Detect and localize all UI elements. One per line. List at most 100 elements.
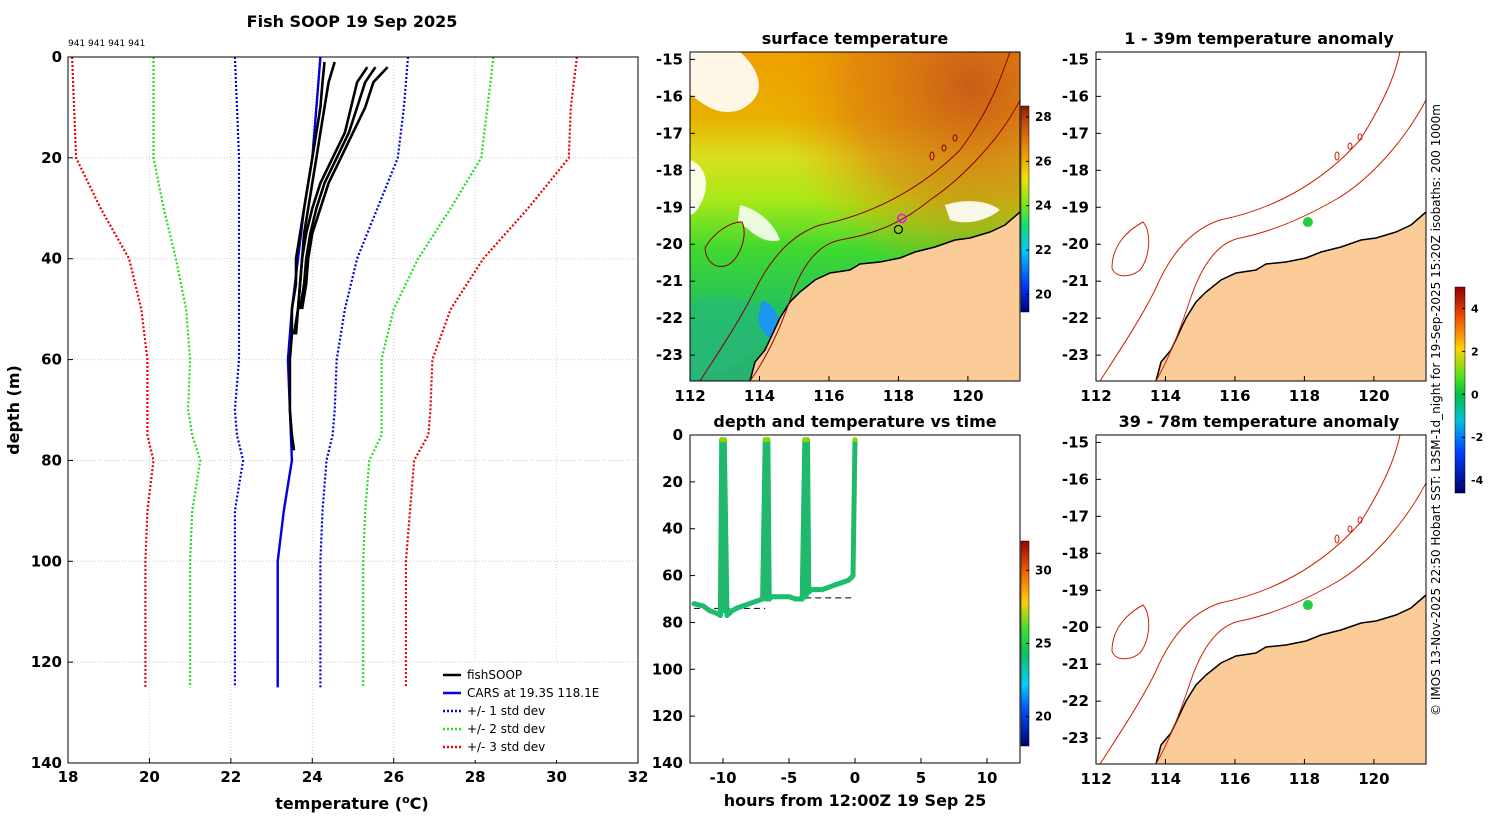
profile-series--3-std-dev-5 (404, 56, 578, 688)
degree-sup: o (402, 793, 410, 806)
map-ytick-label: -22 (1062, 692, 1089, 710)
profile-series-fishsoop-11 (300, 66, 389, 310)
sst-cloud-w (690, 160, 707, 215)
anomaly-upper-shoal-2 (1347, 142, 1353, 150)
profile-title: Fish SOOP 19 Sep 2025 (247, 12, 458, 31)
map-ytick-label: -23 (1062, 346, 1089, 364)
timeseries-point (803, 594, 809, 600)
anomaly-lower-coastline (1155, 594, 1427, 765)
anomaly-colorbar-group: 4 2 0 -2 -4 (1454, 286, 1484, 494)
map-xtick-label: 114 (1150, 387, 1181, 405)
colorbar-tick-label: 2 (1471, 345, 1479, 358)
anomaly-lower-land (1156, 595, 1426, 764)
profile-ytick-label: 120 (31, 653, 62, 671)
timeseries-xtick-label: 0 (850, 769, 860, 787)
profile-xtick-label: 24 (302, 768, 323, 786)
anomaly-upper-shoal-1 (1334, 151, 1340, 161)
profile-series (71, 56, 578, 688)
map-ytick-label: -15 (1062, 50, 1089, 68)
map-xtick-label: 112 (674, 387, 705, 405)
profile-series--2-std-dev-4 (152, 57, 202, 688)
timeseries-track (691, 437, 858, 619)
map-ytick-label: -20 (656, 235, 683, 253)
anomaly-lower-ticks: 112 114 116 118 120 -15 -16 -17 -18 -19 -20 -21 -22 -… (1062, 433, 1390, 788)
profile-ytick-label: 60 (41, 351, 62, 369)
anomaly-upper-isobath-1000 (1099, 51, 1401, 382)
map-ytick-label: -15 (1062, 433, 1089, 451)
anomaly-lower-panel: 39 - 78m temperature anomaly 112 114 116 11… (1062, 412, 1427, 788)
anomaly-lower-isobath-1000 (1099, 434, 1401, 765)
timeseries-xtick-label: 10 (977, 769, 998, 787)
profile-ytick-label: 40 (41, 250, 62, 268)
legend-1std-label: +/- 1 std dev (467, 704, 545, 718)
credit-text: © IMOS 13-Nov-2025 22:50 Hobart SST: L3S… (1429, 104, 1443, 716)
timeseries-ytick-label: 60 (662, 567, 683, 585)
sst-cool-sw (690, 296, 780, 381)
map-xtick-label: 116 (813, 387, 844, 405)
timeseries-colorbar-ticks: 20 25 30 (1026, 563, 1052, 724)
anomaly-upper-isobath-200 (1155, 99, 1427, 382)
sst-axes-box (689, 51, 1021, 382)
anomaly-upper-coastline (1155, 211, 1427, 382)
profile-series--3-std-dev-6 (71, 56, 155, 688)
profile-series-fishsoop-10 (298, 66, 377, 310)
timeseries-point (804, 437, 811, 443)
timeseries-ytick-label: 0 (673, 426, 683, 444)
profile-xtick-label: 22 (220, 768, 241, 786)
map-ytick-label: -17 (1062, 124, 1089, 142)
map-xtick-label: 114 (1150, 770, 1181, 788)
timeseries-ytick-label: 20 (662, 473, 683, 491)
legend-cars-label: CARS at 19.3S 118.1E (467, 686, 599, 700)
profile-xtick-label: 18 (58, 768, 79, 786)
map-ytick-label: -20 (1062, 618, 1089, 636)
timeseries-point (753, 598, 759, 604)
map-xtick-label: 118 (1289, 387, 1320, 405)
timeseries-point (850, 573, 856, 579)
sst-shoal-contour-3 (952, 134, 958, 142)
map-ytick-label: -22 (656, 309, 683, 327)
profile-ytick-label: 140 (31, 754, 62, 772)
map-ytick-label: -21 (1062, 655, 1089, 673)
sst-title: surface temperature (762, 29, 949, 48)
map-ytick-label: -16 (656, 87, 683, 105)
timeseries-point (839, 580, 845, 586)
sst-cloud-nw (690, 52, 759, 113)
timeseries-point (826, 584, 832, 590)
xlabel-tail: C) (410, 794, 429, 813)
timeseries-panel: depth and temperature vs time -10 -5 0 5 100… (652, 412, 1052, 810)
timeseries-point (707, 608, 713, 614)
map-ytick-label: -21 (656, 272, 683, 290)
anomaly-upper-ticks: 112 114 116 118 120 -15 -16 -17 -18 -19 -20 -21 -22 -… (1062, 50, 1390, 405)
sst-panel: surface temperature 112 114 116 118 120 -15 -1… (656, 29, 1052, 405)
map-xtick-label: 116 (1219, 387, 1250, 405)
legend-3std-label: +/- 3 std dev (467, 740, 545, 754)
timeseries-xtick-label: 5 (916, 769, 926, 787)
timeseries-title: depth and temperature vs time (713, 412, 996, 431)
sst-coastline (749, 211, 1021, 382)
map-ytick-label: -18 (1062, 544, 1089, 562)
timeseries-point (779, 594, 786, 600)
map-ytick-label: -17 (1062, 507, 1089, 525)
profile-ytick-label: 100 (31, 552, 62, 570)
timeseries-point (773, 594, 779, 600)
timeseries-point (700, 603, 706, 609)
colorbar-tick-label: 20 (1035, 710, 1052, 724)
colorbar-tick-label: -2 (1471, 431, 1483, 444)
timeseries-point (729, 608, 735, 614)
sst-isobath-1000 (699, 51, 1011, 382)
map-xtick-label: 112 (1080, 770, 1111, 788)
profile-xtick-label: 28 (465, 768, 486, 786)
anomaly-lower-map (1095, 434, 1427, 765)
timeseries-point (769, 594, 775, 600)
anomaly-upper-land (1156, 212, 1426, 381)
timeseries-point (717, 612, 724, 619)
sst-marker-black (893, 224, 904, 235)
map-ytick-label: -23 (656, 346, 683, 364)
map-ytick-label: -20 (1062, 235, 1089, 253)
profile-xtick-label: 26 (383, 768, 404, 786)
map-ytick-label: -22 (1062, 309, 1089, 327)
timeseries-xlabel: hours from 12:00Z 19 Sep 25 (724, 791, 986, 810)
timeseries-point (720, 608, 726, 614)
anomaly-upper-panel: 1 - 39m temperature anomaly 112 114 116 118… (1062, 29, 1427, 405)
